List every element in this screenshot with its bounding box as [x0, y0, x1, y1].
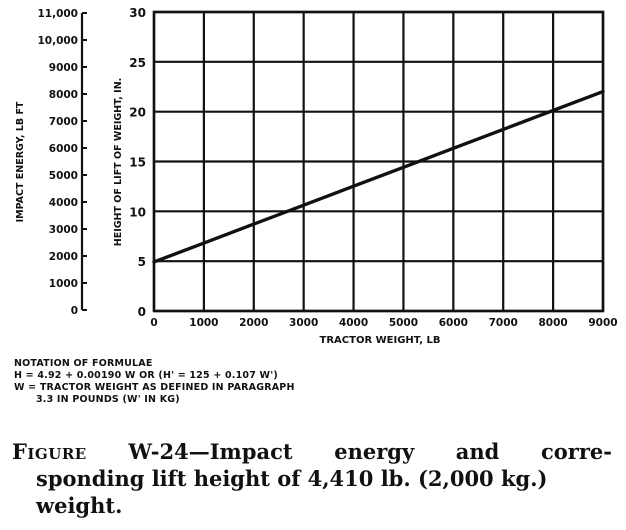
x-tick-label: 0	[150, 317, 157, 329]
x-tick-label: 4000	[339, 317, 368, 329]
x-tick-label: 5000	[389, 317, 418, 329]
plot-frame	[152, 10, 605, 313]
y-tick-label: 0	[138, 305, 146, 319]
lift-height-axis: 0 5 10 15 20 25 30	[129, 6, 146, 319]
secondary-y-tick-label: 7000	[49, 116, 78, 128]
y-tick-label: 10	[129, 205, 146, 219]
line-chart: 010002000300040005000600070008000900010,…	[15, 6, 618, 346]
x-tick-label: 8000	[538, 317, 567, 329]
x-tick-label: 3000	[289, 317, 318, 329]
caption-word: corre-	[541, 439, 612, 464]
secondary-y-tick-label: 3000	[49, 224, 78, 236]
x-tick-label: 6000	[439, 317, 468, 329]
notation-heading: NOTATION OF FORMULAE	[14, 358, 153, 369]
series-line	[152, 89, 605, 264]
tractor-weight-axis: 0 1000 2000 3000 4000 5000 6000 7000 8000 9000	[150, 317, 617, 329]
x-tick-label: 7000	[489, 317, 518, 329]
y-tick-label: 5	[138, 255, 146, 269]
y-tick-label: 15	[129, 156, 146, 170]
y-tick-label: 30	[129, 6, 146, 20]
caption-word: energy	[334, 439, 415, 464]
secondary-y-tick-label: 0	[71, 305, 78, 317]
x-tick-label: 1000	[189, 317, 218, 329]
secondary-y-tick-label: 8000	[49, 89, 78, 101]
formula-notation: NOTATION OF FORMULAE H = 4.92 + 0.00190 …	[14, 358, 295, 406]
secondary-y-tick-label: 10,000	[37, 35, 78, 47]
caption-figure-label: Figure	[12, 439, 87, 464]
secondary-y-tick-label: 1000	[49, 278, 78, 290]
notation-weight-definition-cont: 3.3 IN POUNDS (W' IN KG)	[36, 394, 180, 405]
chart-grid	[152, 10, 605, 313]
caption-figure-number: W-24—Impact	[128, 439, 293, 464]
x-tick-label: 9000	[588, 317, 617, 329]
caption-line-2: sponding lift height of 4,410 lb. (2,000…	[36, 466, 548, 491]
secondary-y-tick-label: 9000	[49, 62, 78, 74]
caption-word: and	[455, 439, 500, 464]
y-tick-label: 20	[129, 106, 146, 120]
figure-caption: Figure W-24—Impact energy and corre- spo…	[12, 438, 612, 519]
secondary-y-tick-label: 11,000	[37, 8, 78, 20]
x-axis-title: TRACTOR WEIGHT, LB	[320, 335, 441, 346]
notation-formula: H = 4.92 + 0.00190 W OR (H' = 125 + 0.10…	[14, 370, 278, 381]
caption-line-3: weight.	[36, 493, 123, 518]
impact-energy-axis: 0 1000 2000 3000 4000 5000 6000 7000 8000 9000 10,…	[37, 8, 87, 317]
secondary-y-axis-title: IMPACT ENERGY, LB FT	[15, 101, 26, 222]
x-tick-label: 2000	[239, 317, 268, 329]
y-tick-label: 25	[129, 56, 146, 70]
secondary-y-tick-label: 2000	[49, 251, 78, 263]
notation-weight-definition: W = TRACTOR WEIGHT AS DEFINED IN PARAGRA…	[14, 382, 295, 393]
secondary-y-tick-label: 6000	[49, 143, 78, 155]
lift-height-line	[152, 89, 605, 264]
secondary-y-tick-label: 4000	[49, 197, 78, 209]
y-axis-title: HEIGHT OF LIFT OF WEIGHT, IN.	[113, 78, 124, 247]
secondary-y-tick-label: 5000	[49, 170, 78, 182]
